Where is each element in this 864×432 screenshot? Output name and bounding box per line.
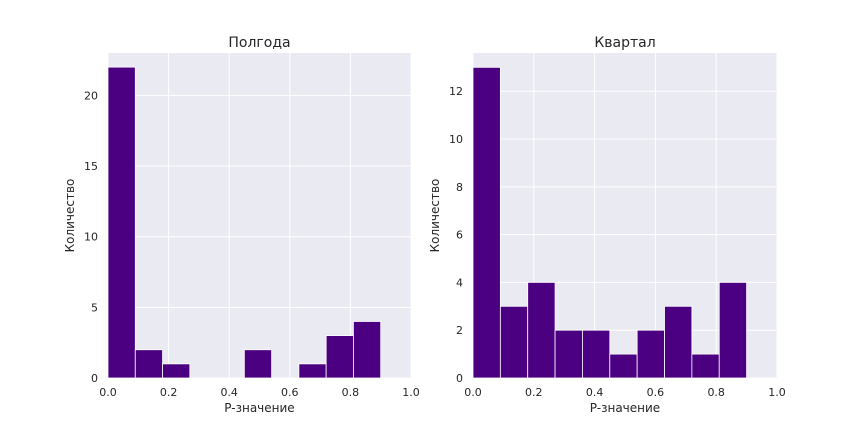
histogram-bar <box>298 363 327 379</box>
histogram-bar <box>718 282 747 379</box>
y-tick-label: 10 <box>449 133 463 146</box>
x-tick-label: 0.0 <box>99 386 117 399</box>
histogram-bar <box>554 329 583 379</box>
y-tick-label: 8 <box>456 181 463 194</box>
y-tick-label: 0 <box>456 372 463 385</box>
histogram-bar <box>107 66 136 379</box>
histogram-bar <box>609 353 638 379</box>
histogram-bar <box>162 363 191 379</box>
histogram-bar <box>664 305 693 379</box>
histogram-bar <box>134 349 163 379</box>
x-axis-label: P-значение <box>590 401 660 415</box>
y-tick-label: 15 <box>84 160 98 173</box>
x-tick-label: 0.2 <box>160 386 178 399</box>
chart-title: Квартал <box>594 35 655 51</box>
y-tick-label: 0 <box>91 372 98 385</box>
histogram-bar <box>353 321 382 379</box>
y-tick-label: 20 <box>84 89 98 102</box>
x-tick-label: 0.0 <box>464 386 482 399</box>
histogram-bar <box>636 329 665 379</box>
x-axis-label: P-значение <box>224 401 294 415</box>
x-tick-label: 0.8 <box>342 386 360 399</box>
x-tick-label: 0.8 <box>707 386 725 399</box>
y-axis-label: Количество <box>63 179 77 253</box>
y-tick-label: 5 <box>91 301 98 314</box>
x-tick-label: 1.0 <box>402 386 420 399</box>
histogram-bar <box>472 66 501 379</box>
x-tick-label: 0.6 <box>647 386 665 399</box>
histogram-bar <box>243 349 273 379</box>
histogram-bar <box>325 335 354 379</box>
x-tick-label: 1.0 <box>768 386 786 399</box>
subplot-2: 0.0 0.2 0.4 0.6 0.8 1.0 0 2 4 6 8 10 12 Квартал P-знач… <box>428 35 786 415</box>
histogram-bar <box>691 353 720 379</box>
histogram-bar <box>582 329 611 379</box>
y-tick-label: 2 <box>456 324 463 337</box>
x-tick-label: 0.2 <box>525 386 543 399</box>
y-axis-label: Количество <box>428 179 442 253</box>
x-tick-label: 0.4 <box>220 386 238 399</box>
x-tick-label: 0.6 <box>281 386 299 399</box>
chart-title: Полгода <box>228 35 290 51</box>
subplot-1: 0.0 0.2 0.4 0.6 0.8 1.0 0 5 10 15 20 Полгода P-значе… <box>63 35 420 415</box>
y-tick-label: 4 <box>456 276 463 289</box>
y-tick-label: 6 <box>456 229 463 242</box>
histogram-bar <box>499 305 529 379</box>
y-tick-label: 10 <box>84 231 98 244</box>
y-tick-label: 12 <box>449 85 463 98</box>
x-tick-label: 0.4 <box>586 386 604 399</box>
histogram-bar <box>527 282 556 379</box>
